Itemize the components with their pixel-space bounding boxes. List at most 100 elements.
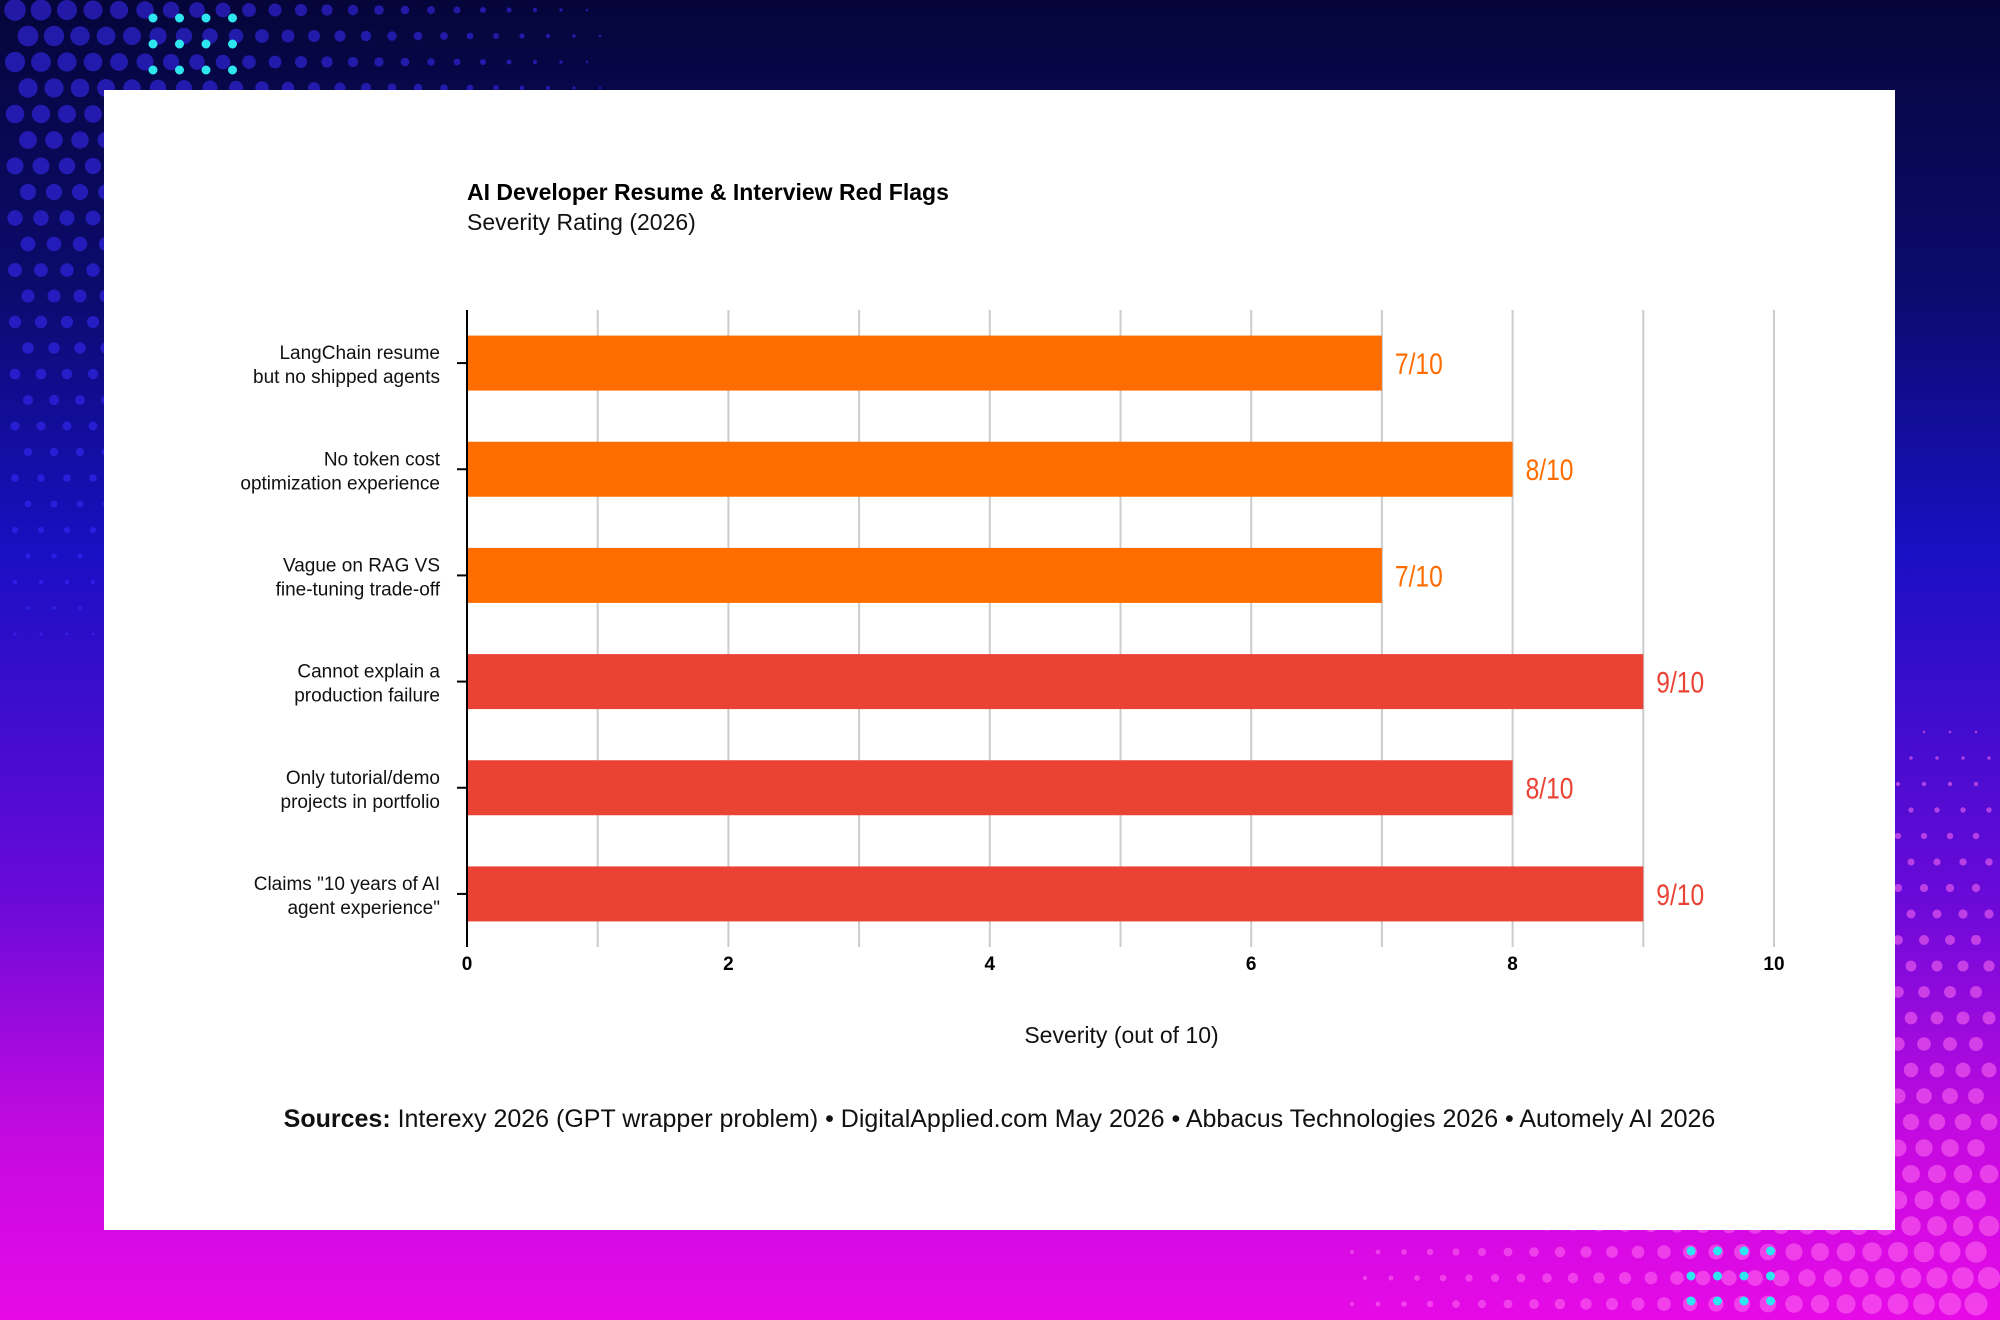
- halftone-dot: [1983, 960, 1995, 972]
- category-label-line: LangChain resume: [279, 343, 440, 364]
- halftone-dot: [88, 421, 98, 431]
- category-label-line: Only tutorial/demo: [286, 768, 440, 789]
- halftone-dot: [87, 368, 99, 380]
- halftone-dot: [1987, 756, 1991, 760]
- halftone-dot: [1921, 781, 1927, 787]
- halftone-dot: [1969, 1037, 1983, 1051]
- halftone-dot: [61, 368, 73, 380]
- halftone-dot: [162, 53, 180, 71]
- halftone-dot: [20, 236, 36, 252]
- halftone-dot: [1928, 1113, 1946, 1131]
- halftone-dot: [1968, 1088, 1984, 1104]
- halftone-dot: [1945, 883, 1955, 893]
- halftone-dot: [1967, 1139, 1985, 1157]
- halftone-dot: [1823, 1268, 1843, 1288]
- halftone-dot: [440, 32, 448, 40]
- category-label-line: projects in portfolio: [281, 792, 440, 813]
- halftone-dot: [1875, 1268, 1895, 1288]
- category-label-line: Vague on RAG VS: [283, 555, 440, 576]
- halftone-dot: [1965, 1241, 1987, 1263]
- halftone-dot: [84, 105, 102, 123]
- halftone-dot: [480, 59, 486, 65]
- halftone-dot: [1932, 909, 1942, 919]
- accent-dot: [148, 65, 158, 75]
- halftone-dot: [136, 53, 154, 71]
- halftone-dot: [1922, 730, 1926, 734]
- halftone-dot: [24, 500, 32, 508]
- halftone-dot: [1554, 1246, 1566, 1258]
- halftone-dot: [493, 33, 499, 39]
- x-tick-label: 8: [1507, 954, 1518, 975]
- category-label: Vague on RAG VS fine-tuning trade-off: [276, 555, 441, 600]
- halftone-dot: [334, 30, 346, 42]
- halftone-dot: [1892, 986, 1904, 998]
- halftone-dot: [91, 632, 95, 636]
- halftone-dot: [60, 263, 74, 277]
- accent-dot: [1766, 1246, 1775, 1256]
- accent-dot: [1713, 1246, 1722, 1256]
- category-label: No token cost optimization experience: [240, 449, 440, 494]
- halftone-dot: [1490, 1273, 1500, 1283]
- halftone-dot: [49, 447, 59, 457]
- halftone-dot: [1913, 1241, 1935, 1263]
- accent-dot: [1739, 1246, 1749, 1256]
- halftone-dot: [1943, 1037, 1957, 1051]
- halftone-dot: [1902, 1113, 1920, 1131]
- halftone-dot: [8, 263, 22, 277]
- halftone-dot: [598, 34, 602, 38]
- halftone-dot: [1970, 934, 1982, 946]
- halftone-dot: [1927, 1164, 1947, 1184]
- halftone-dot: [1695, 1270, 1711, 1286]
- halftone-dot: [17, 25, 39, 47]
- halftone-dot: [1631, 1245, 1645, 1259]
- halftone-dot: [1465, 1274, 1473, 1282]
- value-label: 8/10: [1526, 453, 1574, 487]
- halftone-dot: [1902, 1165, 1920, 1183]
- halftone-dot: [1957, 960, 1969, 972]
- halftone-dot: [374, 5, 384, 15]
- halftone-dot: [545, 85, 551, 91]
- halftone-dot: [1895, 781, 1901, 787]
- bar: [467, 760, 1513, 816]
- halftone-dot: [1914, 1190, 1934, 1210]
- halftone-dot: [89, 474, 97, 482]
- value-label: 7/10: [1395, 559, 1443, 593]
- halftone-dot: [1982, 1011, 1996, 1025]
- bar: [467, 335, 1382, 391]
- halftone-dot: [1785, 1295, 1803, 1313]
- halftone-dot: [36, 421, 46, 431]
- halftone-dot: [65, 632, 69, 636]
- halftone-dot: [1972, 832, 1980, 840]
- halftone-dot: [74, 342, 86, 354]
- accent-dot: [201, 13, 211, 23]
- category-label: Claims "10 years of AI agent experience": [254, 874, 440, 919]
- x-tick-label: 2: [723, 954, 734, 975]
- halftone-dot: [11, 526, 19, 534]
- category-label: Cannot explain a production failure: [294, 662, 440, 707]
- halftone-dot: [242, 55, 256, 69]
- halftone-dot: [466, 32, 474, 40]
- halftone-dot: [62, 421, 72, 431]
- sources-footer: Sources: Interexy 2026 (GPT wrapper prob…: [104, 1105, 1895, 1134]
- halftone-dot: [6, 157, 24, 175]
- category-label: Only tutorial/demo projects in portfolio: [281, 768, 440, 813]
- halftone-dot: [73, 289, 87, 303]
- halftone-dot: [77, 553, 83, 559]
- halftone-dot: [1529, 1299, 1539, 1309]
- halftone-dot: [1836, 1242, 1856, 1262]
- halftone-dot: [1901, 1216, 1921, 1236]
- halftone-dot: [109, 0, 129, 20]
- halftone-dot: [1961, 756, 1965, 760]
- halftone-dot: [33, 210, 49, 226]
- halftone-dot: [281, 29, 295, 43]
- halftone-dot: [519, 85, 525, 91]
- halftone-dot: [1362, 1275, 1368, 1281]
- halftone-dot: [1888, 1242, 1908, 1262]
- accent-dot: [175, 13, 184, 23]
- halftone-dot: [347, 4, 359, 16]
- value-label: 7/10: [1395, 347, 1443, 381]
- chart-card: AI Developer Resume & Interview Red Flag…: [104, 90, 1895, 1230]
- halftone-dot: [1935, 756, 1939, 760]
- halftone-dot: [572, 34, 576, 38]
- halftone-dot: [1567, 1272, 1579, 1284]
